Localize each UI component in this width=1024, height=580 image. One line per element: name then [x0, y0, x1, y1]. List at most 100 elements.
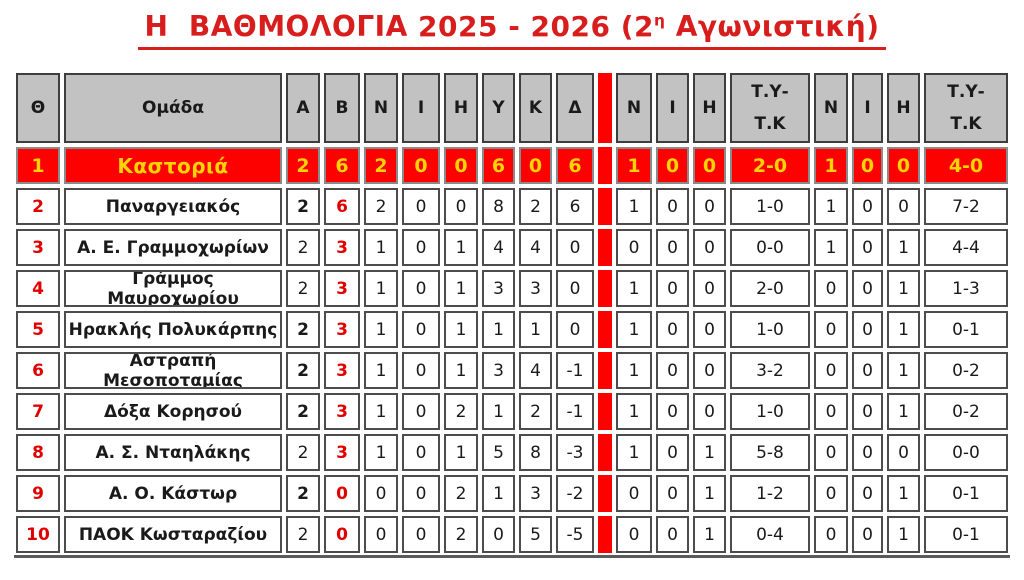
header-cell: Η: [887, 73, 920, 143]
goals-cell: 2-0: [730, 147, 810, 184]
position-cell: 2: [16, 188, 60, 225]
title-area: Η ΒΑΘΜΟΛΟΓΙΑ 2025 - 2026 (2η Αγωνιστική): [0, 0, 1024, 69]
team-name-cell: Δόξα Κορησού: [64, 393, 282, 430]
stat-cell: 0: [656, 270, 689, 307]
stat-cell: 5: [519, 516, 552, 553]
position-cell: 6: [16, 352, 60, 389]
standings-table: Θ Ομάδα Α Β Ν Ι Η Υ Κ Δ Ν Ι Η Τ.Υ- Τ.Κ Ν Ι Η Τ.Υ- Τ.Κ 1 Κασ…: [16, 73, 1008, 553]
red-divider: [598, 352, 612, 389]
stat-cell: -2: [556, 475, 594, 512]
goals-cell: 1-0: [730, 311, 810, 348]
stat-cell: 1: [887, 352, 920, 389]
stat-cell: 0: [656, 147, 689, 184]
stat-cell: 0: [814, 393, 848, 430]
red-divider: [598, 516, 612, 553]
stat-cell: 8: [519, 434, 552, 471]
stat-cell: 5: [482, 434, 515, 471]
points-cell: 3: [324, 229, 360, 266]
header-cell: Ι: [656, 73, 689, 143]
red-divider: [598, 311, 612, 348]
goals-cell: 1-0: [730, 393, 810, 430]
stat-cell: 1: [364, 434, 398, 471]
stat-cell: 0: [852, 434, 883, 471]
stat-cell: 0: [852, 229, 883, 266]
team-name-cell: Αστραπή Μεσοποταμίας: [64, 352, 282, 389]
points-cell: 6: [324, 147, 360, 184]
team-name-cell: Ηρακλής Πολυκάρπης: [64, 311, 282, 348]
header-cell: Τ.Υ- Τ.Κ: [924, 73, 1008, 143]
stat-cell: 1: [693, 516, 726, 553]
stat-cell: 0: [556, 270, 594, 307]
stat-cell: 0: [852, 475, 883, 512]
goals-cell: 0-1: [924, 516, 1008, 553]
stat-cell: 1: [444, 229, 478, 266]
stat-cell: 1: [616, 393, 652, 430]
stat-cell: 2: [286, 229, 320, 266]
stat-cell: 0: [656, 352, 689, 389]
stat-cell: 2: [364, 147, 398, 184]
stat-cell: 0: [852, 393, 883, 430]
stat-cell: 1: [616, 147, 652, 184]
stat-cell: 1: [364, 270, 398, 307]
stat-cell: 0: [616, 229, 652, 266]
header-cell: Ν: [364, 73, 398, 143]
team-name-cell: Γράμμος Μαυροχωρίου: [64, 270, 282, 307]
stat-cell: 0: [852, 516, 883, 553]
red-divider: [598, 147, 612, 184]
header-cell: Α: [286, 73, 320, 143]
stat-cell: 1: [519, 311, 552, 348]
stat-cell: 1: [482, 475, 515, 512]
stat-cell: 2: [519, 188, 552, 225]
goals-cell: 7-2: [924, 188, 1008, 225]
stat-cell: 0: [693, 352, 726, 389]
stat-cell: 3: [519, 475, 552, 512]
stat-cell: 0: [693, 188, 726, 225]
stat-cell: 3: [482, 352, 515, 389]
stat-cell: 2: [286, 434, 320, 471]
goals-cell: 0-2: [924, 393, 1008, 430]
stat-cell: 8: [482, 188, 515, 225]
stat-cell: 1: [616, 270, 652, 307]
stat-cell: 0: [656, 516, 689, 553]
header-cell: Δ: [556, 73, 594, 143]
stat-cell: 2: [286, 352, 320, 389]
title-text: Η ΒΑΘΜΟΛΟΓΙΑ 2025 - 2026 (2: [144, 10, 655, 43]
goals-cell: 0-0: [730, 229, 810, 266]
stat-cell: 1: [444, 352, 478, 389]
stat-cell: -3: [556, 434, 594, 471]
stat-cell: 2: [444, 393, 478, 430]
stat-cell: 0: [402, 434, 440, 471]
stat-cell: 0: [444, 147, 478, 184]
team-name-cell: Καστοριά: [64, 147, 282, 184]
stat-cell: 0: [402, 270, 440, 307]
goals-cell: 0-1: [924, 475, 1008, 512]
stat-cell: 0: [693, 311, 726, 348]
stat-cell: 1: [693, 475, 726, 512]
stat-cell: 0: [656, 393, 689, 430]
position-cell: 3: [16, 229, 60, 266]
stat-cell: 1: [887, 475, 920, 512]
goals-cell: 4-0: [924, 147, 1008, 184]
stat-cell: 0: [656, 229, 689, 266]
header-cell: Η: [693, 73, 726, 143]
stat-cell: 1: [444, 311, 478, 348]
stat-cell: 1: [444, 270, 478, 307]
stat-cell: 1: [887, 393, 920, 430]
stat-cell: 1: [887, 516, 920, 553]
stat-cell: 2: [444, 475, 478, 512]
stat-cell: 0: [814, 434, 848, 471]
red-divider: [598, 270, 612, 307]
points-cell: 0: [324, 475, 360, 512]
stat-cell: 0: [656, 311, 689, 348]
stat-cell: 0: [556, 229, 594, 266]
stat-cell: 0: [402, 475, 440, 512]
stat-cell: 4: [519, 229, 552, 266]
team-name-cell: Α. Σ. Νταηλάκης: [64, 434, 282, 471]
points-cell: 3: [324, 311, 360, 348]
stat-cell: 1: [814, 147, 848, 184]
stat-cell: 1: [364, 229, 398, 266]
goals-cell: 1-0: [730, 188, 810, 225]
header-cell: Ι: [852, 73, 883, 143]
red-divider: [598, 434, 612, 471]
